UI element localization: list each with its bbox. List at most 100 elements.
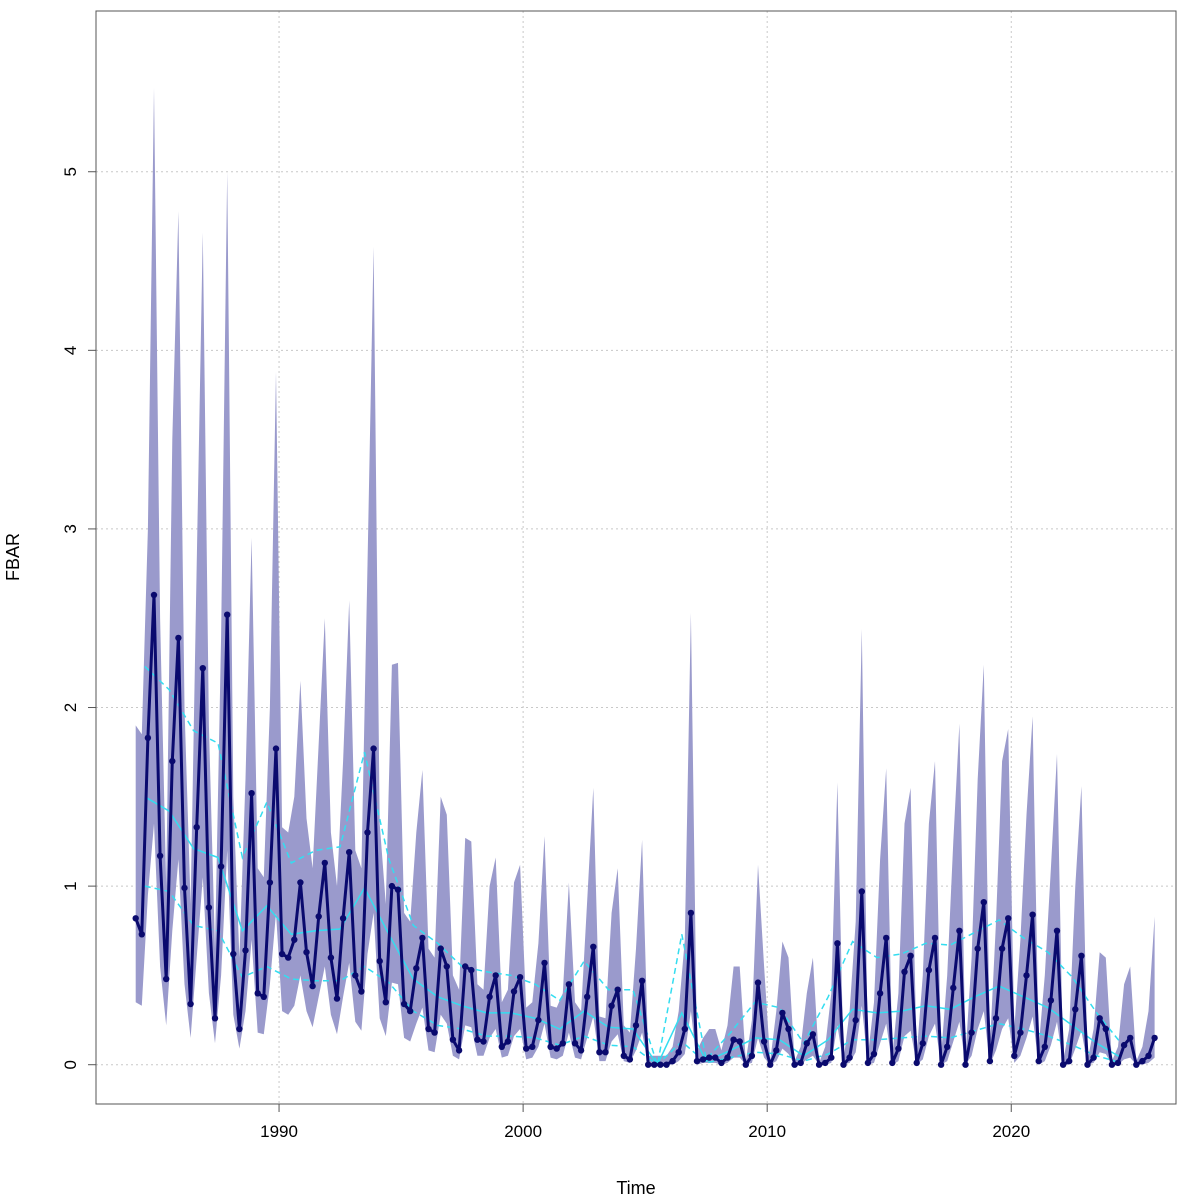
data-point bbox=[474, 1036, 481, 1043]
data-point bbox=[285, 954, 292, 961]
data-point bbox=[1053, 927, 1061, 934]
data-point bbox=[1139, 1057, 1146, 1065]
data-point bbox=[931, 934, 939, 942]
data-point bbox=[779, 1009, 786, 1017]
axes: 1990 2000 2010 2020 0 1 2 3 4 5 bbox=[61, 167, 1030, 1141]
data-point bbox=[523, 1045, 530, 1052]
x-tick-label: 2020 bbox=[992, 1122, 1030, 1141]
x-tick-label: 1990 bbox=[260, 1122, 298, 1141]
data-point bbox=[510, 988, 518, 995]
data-point bbox=[809, 1031, 817, 1038]
data-point bbox=[651, 1061, 658, 1068]
data-point bbox=[1096, 1015, 1103, 1022]
data-point bbox=[925, 966, 933, 974]
data-point bbox=[864, 1059, 872, 1067]
data-point bbox=[986, 1057, 994, 1065]
data-point bbox=[321, 859, 328, 867]
data-point bbox=[425, 1025, 432, 1033]
data-point bbox=[516, 974, 524, 981]
main-series-line bbox=[134, 593, 1157, 1067]
data-point bbox=[748, 1052, 756, 1060]
data-point bbox=[492, 972, 499, 979]
data-point bbox=[626, 1056, 634, 1063]
data-point bbox=[327, 954, 335, 961]
data-point bbox=[199, 665, 206, 672]
data-point bbox=[1078, 952, 1085, 959]
data-point bbox=[614, 986, 621, 993]
data-point bbox=[669, 1057, 676, 1065]
data-point bbox=[687, 909, 695, 917]
data-point bbox=[413, 965, 420, 972]
data-point bbox=[712, 1054, 719, 1061]
data-point bbox=[974, 945, 981, 952]
data-point bbox=[400, 1000, 408, 1008]
data-point bbox=[785, 1025, 792, 1033]
data-point bbox=[431, 1029, 438, 1036]
data-point bbox=[1047, 997, 1055, 1004]
data-point bbox=[376, 957, 383, 965]
y-tick-label: 5 bbox=[61, 167, 80, 176]
data-point bbox=[956, 927, 963, 934]
data-point bbox=[980, 899, 987, 906]
y-tick-label: 3 bbox=[61, 524, 80, 533]
data-point bbox=[382, 999, 389, 1006]
data-point bbox=[138, 931, 145, 938]
data-point bbox=[913, 1059, 920, 1067]
y-tick-label: 4 bbox=[61, 346, 80, 355]
data-point bbox=[883, 934, 890, 942]
data-point bbox=[834, 940, 841, 947]
data-point bbox=[169, 757, 176, 765]
data-point bbox=[205, 904, 213, 911]
data-point bbox=[437, 945, 444, 952]
data-point bbox=[937, 1061, 945, 1068]
data-point bbox=[529, 1043, 536, 1051]
data-point bbox=[565, 981, 573, 988]
data-point bbox=[919, 1040, 926, 1047]
y-axis-title: FBAR bbox=[3, 533, 23, 581]
band-area bbox=[135, 87, 1155, 1065]
data-point bbox=[693, 1057, 701, 1065]
data-point bbox=[608, 1002, 615, 1009]
data-point bbox=[822, 1059, 829, 1067]
data-point bbox=[718, 1059, 725, 1067]
data-point bbox=[211, 1015, 219, 1022]
data-point bbox=[468, 966, 475, 974]
data-point bbox=[742, 1061, 749, 1068]
data-point bbox=[1059, 1061, 1067, 1068]
data-point bbox=[944, 1043, 951, 1051]
data-point bbox=[590, 943, 597, 950]
data-point bbox=[815, 1061, 823, 1068]
data-point bbox=[1090, 1054, 1097, 1061]
data-point bbox=[358, 988, 365, 995]
main-series bbox=[132, 591, 1158, 1068]
x-tick-label: 2010 bbox=[748, 1122, 786, 1141]
data-point bbox=[224, 611, 231, 618]
data-point bbox=[736, 1038, 743, 1045]
data-point bbox=[248, 790, 255, 797]
data-point bbox=[333, 995, 341, 1002]
data-point bbox=[1133, 1061, 1140, 1068]
y-tick-label: 2 bbox=[61, 703, 80, 712]
data-point bbox=[858, 888, 865, 895]
data-point bbox=[364, 829, 371, 836]
data-point bbox=[297, 879, 304, 886]
data-point bbox=[541, 959, 548, 967]
data-point bbox=[1127, 1034, 1134, 1042]
data-point bbox=[504, 1038, 512, 1045]
data-point bbox=[840, 1061, 847, 1068]
data-point bbox=[291, 936, 298, 943]
data-point bbox=[632, 1022, 640, 1029]
data-point bbox=[156, 852, 164, 859]
data-point bbox=[388, 882, 396, 890]
data-point bbox=[242, 947, 249, 954]
data-point bbox=[846, 1054, 853, 1061]
data-point bbox=[577, 1047, 585, 1054]
data-point bbox=[303, 949, 310, 956]
data-point bbox=[645, 1061, 652, 1068]
data-point bbox=[407, 1007, 414, 1015]
data-point bbox=[150, 591, 158, 599]
data-point bbox=[1114, 1059, 1122, 1067]
data-point bbox=[498, 1043, 505, 1051]
data-point bbox=[1072, 1006, 1079, 1013]
y-tick-label: 0 bbox=[61, 1060, 80, 1069]
